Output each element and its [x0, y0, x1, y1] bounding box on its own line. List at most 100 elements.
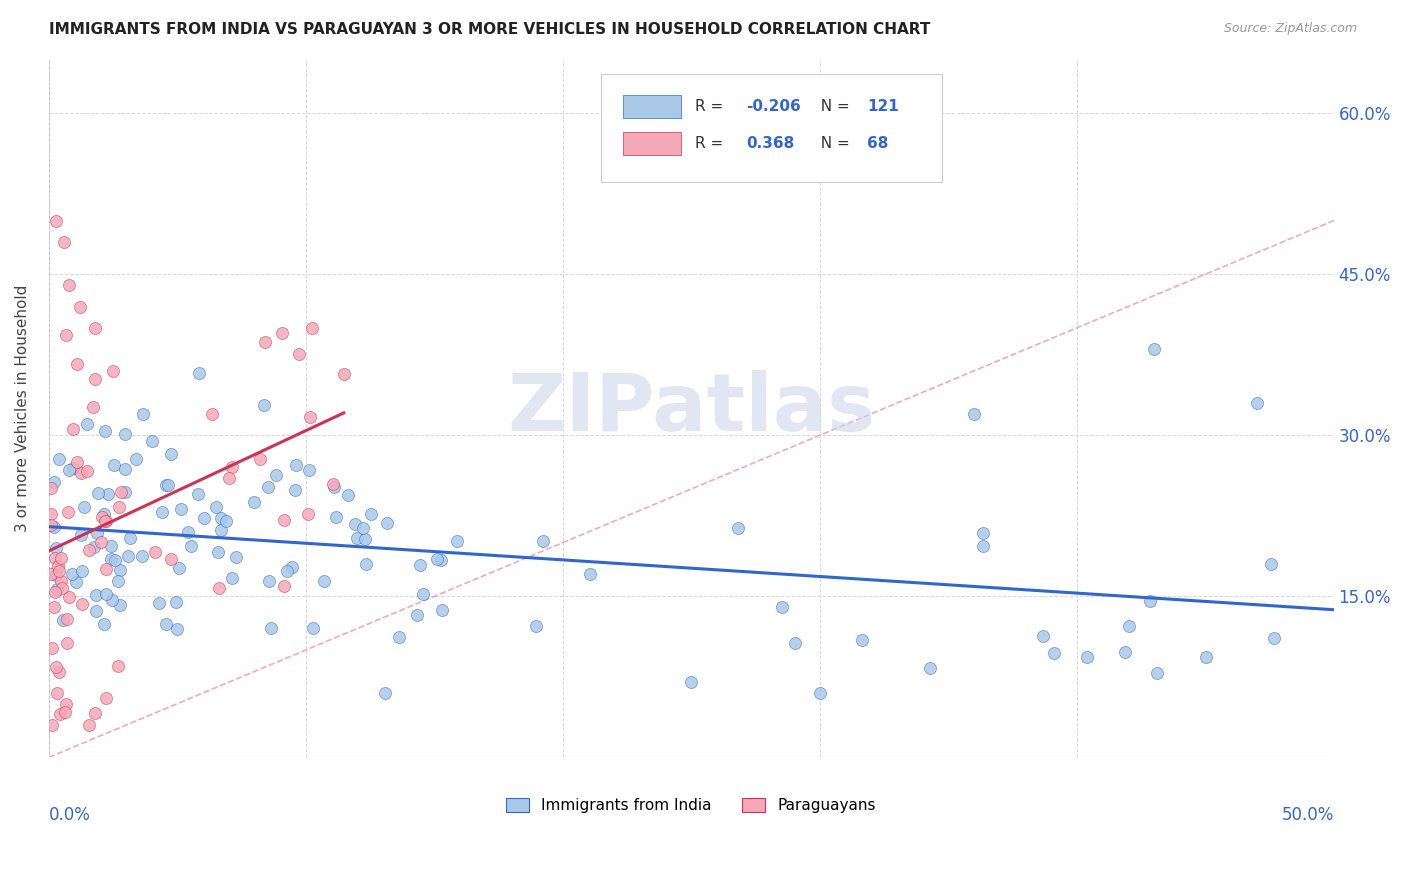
Point	[94, 691, 117, 706]
Text: R =: R =	[695, 136, 728, 151]
Point	[49, 551, 72, 566]
Point	[273, 512, 295, 526]
Text: N =: N =	[811, 136, 855, 151]
Point	[41, 640, 63, 655]
Point	[143, 544, 166, 558]
Point	[209, 523, 232, 537]
Point	[301, 321, 323, 335]
Point	[325, 509, 347, 524]
Point	[100, 552, 122, 566]
Y-axis label: 3 or more Vehicles in Household: 3 or more Vehicles in Household	[15, 285, 30, 533]
Point	[49, 707, 72, 722]
Text: -0.206: -0.206	[747, 99, 801, 114]
Point	[84, 588, 107, 602]
Point	[346, 531, 368, 545]
Text: 68: 68	[868, 136, 889, 151]
FancyBboxPatch shape	[602, 73, 942, 182]
Point	[44, 585, 66, 599]
Point	[218, 471, 240, 485]
Point	[84, 706, 107, 721]
FancyBboxPatch shape	[623, 95, 681, 118]
Point	[46, 686, 69, 700]
Point	[48, 565, 70, 579]
Point	[430, 603, 453, 617]
Point	[298, 410, 321, 425]
Text: R =: R =	[695, 99, 728, 114]
Point	[53, 235, 76, 249]
Point	[312, 574, 335, 589]
Point	[94, 587, 117, 601]
Point	[46, 559, 69, 574]
Point	[107, 658, 129, 673]
Point	[56, 611, 79, 625]
Point	[276, 565, 298, 579]
Point	[208, 582, 231, 596]
Point	[201, 407, 224, 421]
Text: Source: ZipAtlas.com: Source: ZipAtlas.com	[1223, 22, 1357, 36]
Text: IMMIGRANTS FROM INDIA VS PARAGUAYAN 3 OR MORE VEHICLES IN HOUSEHOLD CORRELATION : IMMIGRANTS FROM INDIA VS PARAGUAYAN 3 OR…	[49, 22, 931, 37]
Point	[83, 372, 105, 386]
Point	[41, 507, 63, 521]
Point	[66, 455, 89, 469]
Point	[727, 521, 749, 535]
Point	[1246, 396, 1268, 410]
Point	[209, 510, 232, 524]
Point	[55, 705, 77, 719]
Point	[1143, 343, 1166, 357]
Point	[243, 495, 266, 509]
Point	[56, 636, 79, 650]
Point	[249, 452, 271, 467]
Point	[215, 515, 238, 529]
Point	[264, 468, 287, 483]
Point	[70, 467, 93, 481]
Point	[169, 561, 191, 575]
Point	[1139, 594, 1161, 608]
Point	[83, 540, 105, 554]
Point	[257, 574, 280, 588]
Point	[297, 463, 319, 477]
Point	[114, 484, 136, 499]
Point	[45, 660, 67, 674]
Point	[120, 531, 142, 545]
Point	[531, 533, 554, 548]
Point	[44, 599, 66, 614]
Point	[160, 447, 183, 461]
Point	[84, 321, 107, 335]
Text: 0.368: 0.368	[747, 136, 794, 151]
Point	[322, 476, 344, 491]
Point	[1043, 646, 1066, 660]
Point	[55, 328, 77, 343]
Point	[58, 591, 80, 605]
Text: N =: N =	[811, 99, 855, 114]
Point	[41, 517, 63, 532]
Point	[70, 565, 93, 579]
Point	[180, 539, 202, 553]
Point	[56, 505, 79, 519]
Point	[125, 452, 148, 467]
Point	[284, 483, 307, 497]
Point	[152, 505, 174, 519]
Point	[93, 508, 115, 522]
Point	[426, 552, 449, 566]
Point	[353, 532, 375, 546]
Point	[783, 635, 806, 649]
Point	[103, 458, 125, 472]
Point	[524, 619, 547, 633]
Point	[97, 487, 120, 501]
Point	[221, 571, 243, 585]
Point	[1076, 649, 1098, 664]
Point	[273, 579, 295, 593]
Point	[374, 686, 396, 700]
Point	[257, 480, 280, 494]
Text: 0.0%: 0.0%	[49, 806, 90, 824]
Point	[141, 434, 163, 449]
Point	[108, 500, 131, 515]
Point	[352, 521, 374, 535]
Point	[281, 559, 304, 574]
Point	[770, 599, 793, 614]
Point	[284, 458, 307, 472]
Point	[972, 540, 994, 554]
Point	[73, 500, 96, 514]
Point	[920, 661, 942, 675]
Point	[41, 566, 63, 581]
